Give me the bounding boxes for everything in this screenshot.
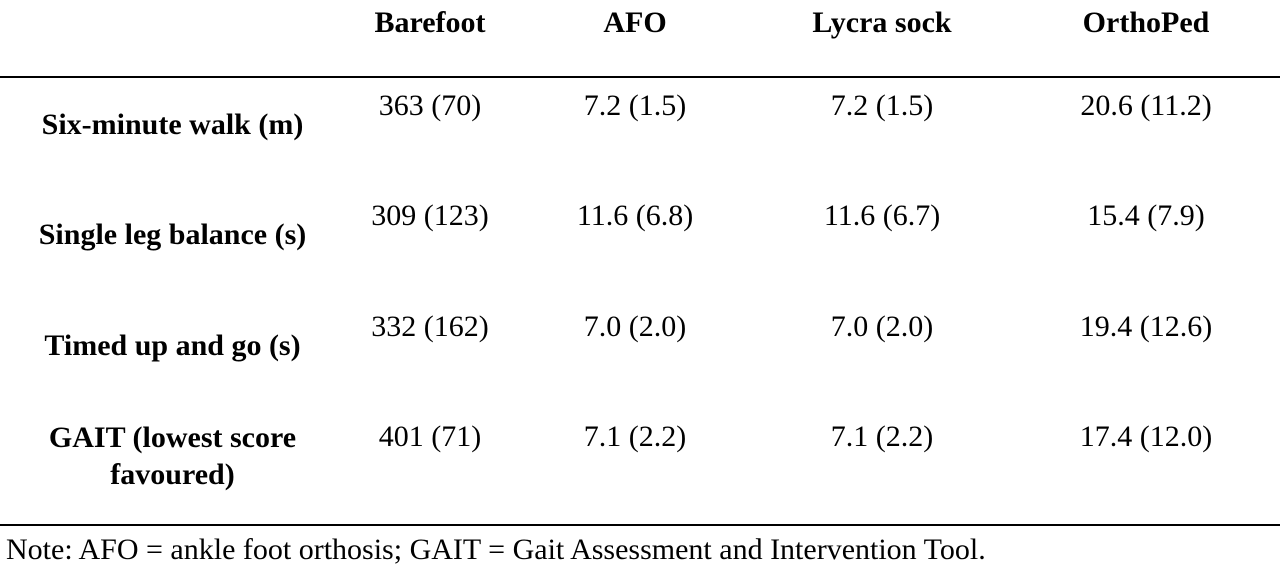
table-cell: 309 (123)	[371, 199, 489, 232]
table-cell: 15.4 (7.9)	[1087, 199, 1205, 232]
header-rule	[0, 76, 1280, 78]
row-label-gait-line-2: favoured)	[110, 458, 235, 491]
table-cell: 20.6 (11.2)	[1080, 89, 1212, 122]
table-cell: 7.0 (2.0)	[583, 310, 687, 343]
table-cell: 332 (162)	[371, 310, 489, 343]
row-label-timed-up-and-go: Timed up and go (s)	[44, 329, 301, 362]
row-label-six-minute-walk: Six-minute walk (m)	[41, 108, 304, 141]
table-cell: 7.2 (1.5)	[583, 89, 687, 122]
table-cell: 11.6 (6.8)	[576, 199, 694, 232]
table-cell: 7.1 (2.2)	[583, 420, 687, 453]
column-header-barefoot: Barefoot	[374, 6, 486, 39]
row-label-single-leg-balance: Single leg balance (s)	[38, 218, 307, 251]
column-header-afo: AFO	[603, 6, 667, 39]
table-cell: 19.4 (12.6)	[1079, 310, 1213, 343]
column-header-lycra-sock: Lycra sock	[812, 6, 952, 39]
bottom-rule	[0, 524, 1280, 526]
column-header-orthoped: OrthoPed	[1082, 6, 1210, 39]
table-cell: 7.2 (1.5)	[830, 89, 934, 122]
table-cell: 17.4 (12.0)	[1079, 420, 1213, 453]
row-label-gait-line-1: GAIT (lowest score	[48, 421, 297, 454]
table-cell: 363 (70)	[378, 89, 482, 122]
table-note: Note: AFO = ankle foot orthosis; GAIT = …	[6, 533, 986, 566]
table-cell: 401 (71)	[378, 420, 482, 453]
table-cell: 11.6 (6.7)	[823, 199, 941, 232]
table-cell: 7.1 (2.2)	[830, 420, 934, 453]
table-cell: 7.0 (2.0)	[830, 310, 934, 343]
